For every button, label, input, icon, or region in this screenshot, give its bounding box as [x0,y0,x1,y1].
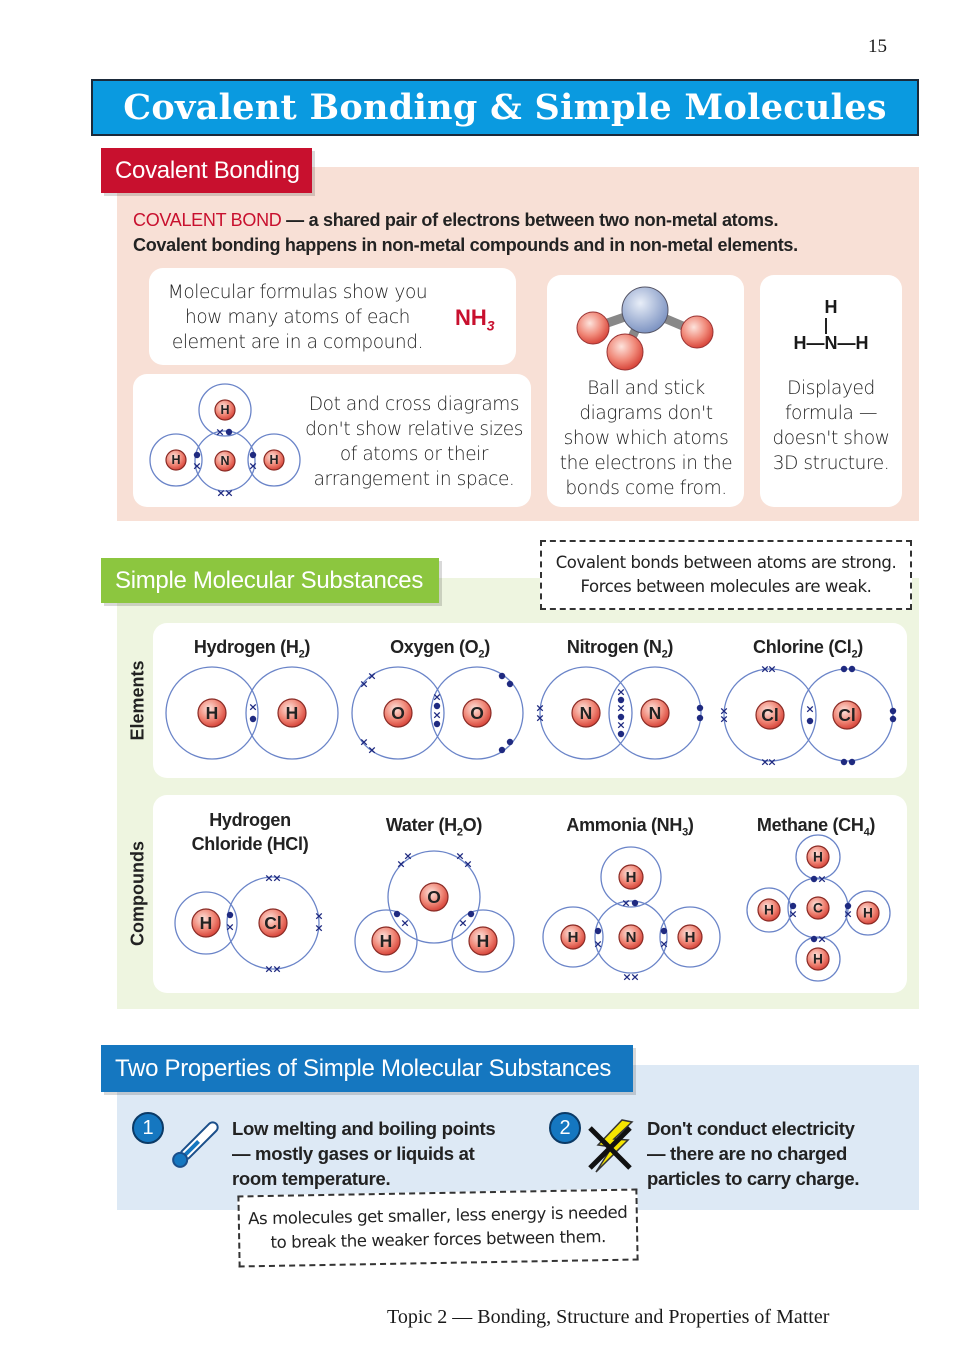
displayed-formula-top: H [824,297,838,317]
note-line: Covalent bonds between atoms are strong. [555,553,897,572]
formula-sub: 3 [486,317,495,334]
strength-note: Covalent bonds between atoms are strong.… [540,540,912,610]
simple-tab: Simple Molecular Substances [101,558,439,603]
page-title-bar: Covalent Bonding & Simple Molecules [91,79,919,136]
molecule-title: Chlorine (Cl2) [753,637,863,661]
molecule-title: Oxygen (O2) [390,637,490,661]
displayed-formula-text: Displayed formula — doesn't show 3D stru… [772,378,890,474]
dot-cross-text: Dot and cross diagrams don't show relati… [305,394,523,490]
displayed-formula-card [760,275,902,507]
number-badge: 1 [132,1112,164,1144]
nh3-formula: NH3 [455,305,495,333]
definition-text: — a shared pair of electrons between two… [281,210,779,230]
number-badge: 2 [549,1112,581,1144]
energy-note: As molecules get smaller, less energy is… [237,1188,639,1268]
page-number: 15 [868,36,887,57]
definition: COVALENT BOND — a shared pair of electro… [133,210,778,231]
bond-line [825,318,827,334]
molecule-title: Water (H2O) [385,815,483,839]
property-text: Low melting and boiling points — mostly … [232,1118,496,1189]
molecule-title: Ammonia (NH3) [566,815,694,839]
molecule-title: Hydrogen Chloride (HCl) [191,810,309,854]
definition-line2: Covalent bonding happens in non-metal co… [133,235,798,255]
ball-stick-text: Ball and stick diagrams don't show which… [559,378,733,499]
compounds-label: Compounds [127,841,148,946]
formula-main: NH [455,305,487,330]
property-text: Don't conduct electricity — there are no… [647,1118,860,1189]
elements-label: Elements [127,660,148,741]
molecular-formula-text: Molecular formulas show you how many ato… [167,282,428,353]
properties-tab: Two Properties of Simple Molecular Subst… [101,1045,633,1092]
displayed-formula-row: H—N—H [793,333,869,353]
molecular-formula-card [149,268,516,365]
page-title: Covalent Bonding & Simple Molecules [123,87,887,128]
definition-term: COVALENT BOND [133,210,282,230]
footer: Topic 2 — Bonding, Structure and Propert… [387,1306,830,1328]
molecule-title: Methane (CH4) [756,815,876,839]
note-line: Forces between molecules are weak. [580,577,872,596]
molecule-title: Hydrogen (H2) [193,637,311,661]
covalent-tab: Covalent Bonding [101,148,312,193]
molecule-title: Nitrogen (N2) [566,637,674,661]
